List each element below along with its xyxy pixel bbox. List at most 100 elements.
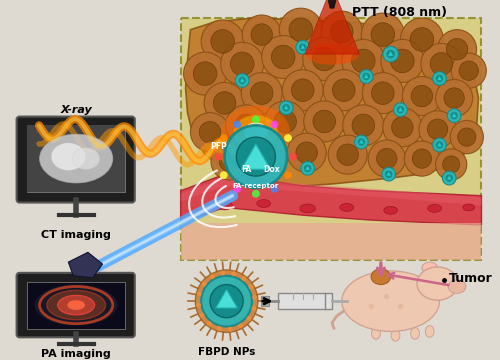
Circle shape [211, 30, 234, 53]
Polygon shape [305, 166, 310, 170]
Circle shape [371, 23, 394, 46]
Circle shape [204, 82, 245, 123]
Ellipse shape [257, 199, 270, 207]
Circle shape [194, 62, 217, 85]
Circle shape [211, 143, 248, 180]
Circle shape [296, 142, 318, 163]
Polygon shape [68, 252, 102, 278]
Circle shape [234, 121, 241, 129]
Circle shape [368, 140, 406, 177]
Circle shape [230, 52, 254, 76]
Ellipse shape [58, 295, 94, 315]
Circle shape [362, 13, 405, 56]
Circle shape [358, 138, 365, 146]
Text: Tumor: Tumor [449, 272, 493, 285]
Circle shape [446, 174, 453, 182]
Circle shape [196, 270, 258, 332]
Circle shape [252, 190, 260, 198]
FancyBboxPatch shape [28, 125, 125, 192]
Circle shape [430, 53, 452, 75]
Circle shape [220, 151, 240, 172]
Circle shape [324, 70, 364, 111]
Circle shape [201, 276, 252, 327]
Polygon shape [180, 174, 482, 225]
Circle shape [262, 36, 304, 78]
Polygon shape [240, 78, 244, 82]
Circle shape [224, 125, 287, 188]
Polygon shape [186, 18, 478, 186]
Circle shape [428, 119, 448, 139]
Polygon shape [216, 289, 238, 308]
Ellipse shape [384, 206, 398, 214]
Circle shape [419, 111, 456, 148]
Circle shape [362, 73, 370, 80]
Ellipse shape [448, 280, 466, 293]
Circle shape [330, 20, 353, 43]
FancyBboxPatch shape [16, 273, 135, 337]
Ellipse shape [391, 329, 400, 341]
Circle shape [210, 284, 243, 318]
Ellipse shape [222, 105, 290, 159]
Circle shape [202, 282, 206, 286]
Circle shape [184, 52, 226, 95]
Ellipse shape [72, 148, 100, 169]
Circle shape [412, 149, 432, 168]
FancyBboxPatch shape [180, 18, 482, 260]
Ellipse shape [342, 271, 440, 332]
Circle shape [421, 43, 462, 84]
Circle shape [352, 114, 374, 137]
Circle shape [312, 47, 336, 71]
Circle shape [220, 42, 264, 85]
Circle shape [383, 108, 422, 147]
Circle shape [284, 171, 292, 179]
Ellipse shape [371, 269, 390, 284]
Circle shape [301, 162, 314, 175]
Polygon shape [300, 45, 305, 49]
Circle shape [313, 110, 336, 133]
Text: CT imaging: CT imaging [41, 230, 111, 240]
Circle shape [207, 321, 212, 326]
Polygon shape [246, 139, 252, 144]
Text: Dox: Dox [264, 165, 280, 174]
Ellipse shape [217, 201, 232, 210]
Circle shape [410, 28, 434, 51]
Text: FA-receptor: FA-receptor [232, 183, 279, 189]
Circle shape [220, 171, 228, 179]
Text: PFP: PFP [210, 142, 226, 151]
Circle shape [282, 70, 324, 111]
Circle shape [248, 284, 254, 289]
Ellipse shape [68, 300, 85, 310]
Circle shape [236, 137, 276, 176]
Circle shape [228, 327, 232, 332]
Circle shape [296, 40, 310, 54]
Circle shape [396, 106, 404, 113]
Circle shape [451, 53, 486, 88]
Polygon shape [241, 144, 270, 169]
Ellipse shape [428, 204, 442, 212]
Circle shape [226, 105, 266, 146]
Circle shape [280, 8, 322, 51]
Circle shape [246, 135, 285, 174]
Circle shape [332, 79, 355, 102]
Polygon shape [180, 223, 482, 260]
Circle shape [450, 112, 458, 120]
Circle shape [328, 135, 367, 174]
Circle shape [436, 80, 472, 117]
Polygon shape [452, 113, 456, 117]
Ellipse shape [417, 267, 458, 300]
FancyBboxPatch shape [28, 282, 125, 329]
Circle shape [354, 135, 368, 149]
Ellipse shape [410, 328, 420, 339]
Circle shape [436, 141, 443, 149]
Ellipse shape [244, 122, 268, 142]
Circle shape [432, 72, 446, 85]
Circle shape [251, 24, 272, 45]
Circle shape [196, 302, 201, 307]
Circle shape [432, 138, 446, 152]
Circle shape [264, 101, 306, 142]
Circle shape [236, 73, 249, 87]
Circle shape [270, 121, 278, 129]
Circle shape [242, 135, 256, 149]
Circle shape [250, 82, 273, 104]
Circle shape [322, 11, 362, 52]
